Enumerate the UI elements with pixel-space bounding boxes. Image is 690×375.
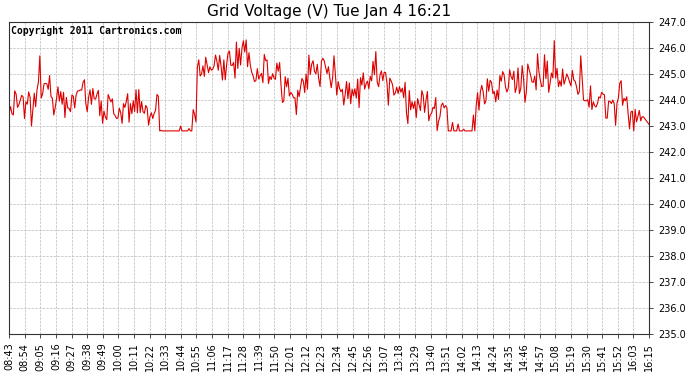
Text: Copyright 2011 Cartronics.com: Copyright 2011 Cartronics.com [11,26,181,36]
Title: Grid Voltage (V) Tue Jan 4 16:21: Grid Voltage (V) Tue Jan 4 16:21 [207,4,451,19]
